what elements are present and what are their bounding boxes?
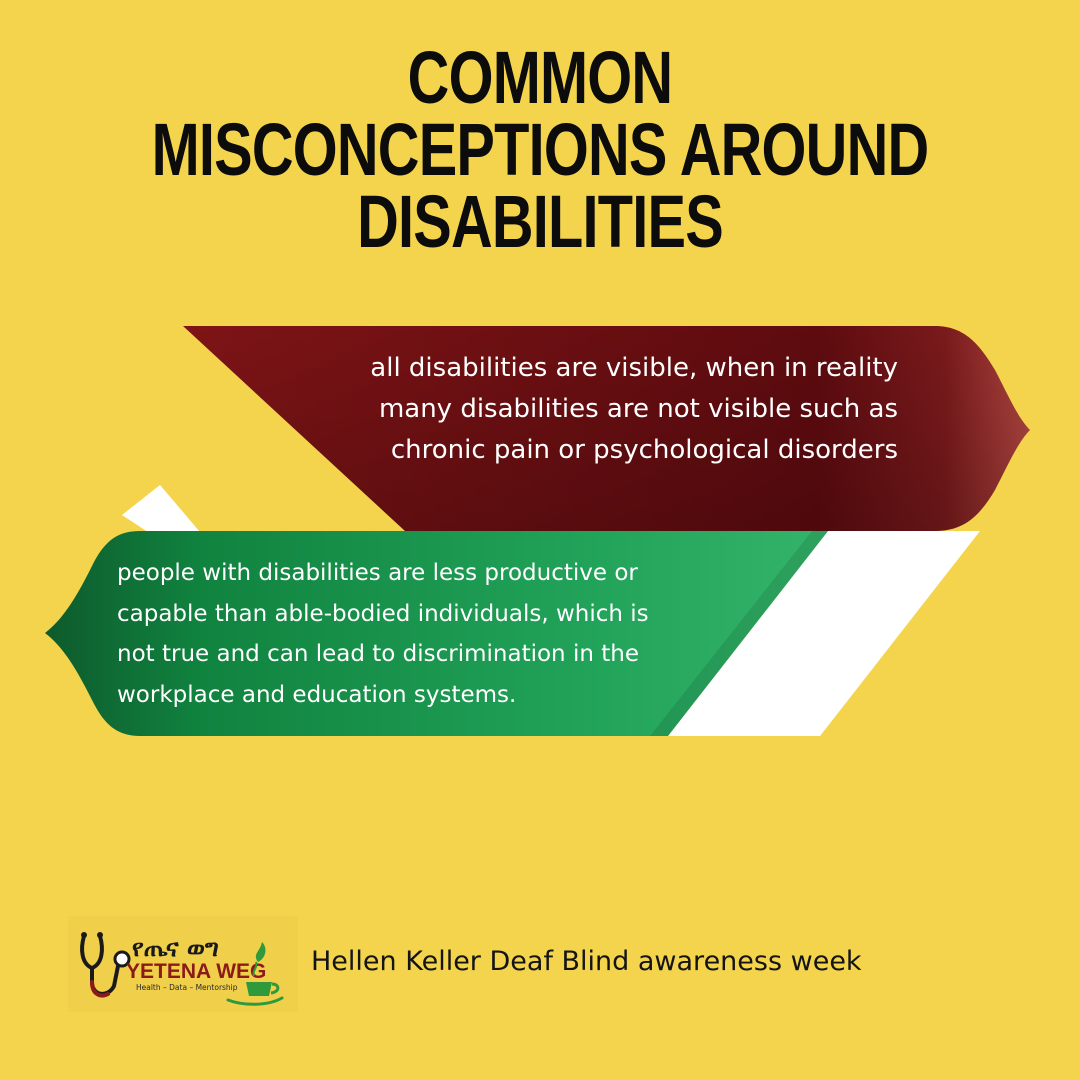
logo-amharic: የጤና ወግ (132, 934, 219, 962)
green-text-line: workplace and education systems. (117, 681, 517, 708)
green-text-line: people with disabilities are less produc… (117, 560, 638, 586)
coffee-cup-icon (226, 942, 284, 1006)
misconception-visible-disabilities: all disabilities are visible, when in re… (300, 348, 898, 471)
title-line-2: DISABILITIES (357, 180, 724, 263)
yetena-weg-logo: የጤና ወግ YETENA WEG Health – Data – Mentor… (68, 916, 298, 1012)
red-text-line: chronic pain or psychological disorders (390, 435, 898, 465)
logo-tagline: Health – Data – Mentorship (136, 983, 238, 992)
page-title: COMMON MISCONCEPTIONS AROUND DISABILITIE… (150, 36, 930, 263)
logo-name: YETENA WEG (126, 960, 266, 983)
red-text-line: many disabilities are not visible such a… (378, 394, 898, 424)
title-line-1: COMMON MISCONCEPTIONS AROUND (151, 36, 930, 191)
white-fold-right (668, 531, 980, 736)
stethoscope-icon (80, 934, 120, 996)
red-text-line: all disabilities are visible, when in re… (370, 353, 898, 383)
green-text-line: not true and can lead to discrimination … (117, 641, 639, 667)
green-text-line: capable than able-bodied individuals, wh… (117, 600, 649, 627)
green-ribbon (45, 531, 828, 736)
footer-caption: Hellen Keller Deaf Blind awareness week (311, 946, 862, 977)
misconception-productivity: people with disabilities are less produc… (117, 553, 697, 715)
white-fold-left (122, 485, 200, 540)
